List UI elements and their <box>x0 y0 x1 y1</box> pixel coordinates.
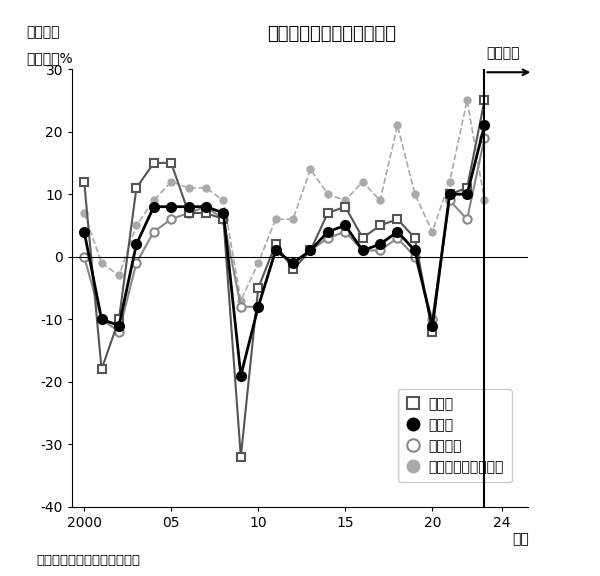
Text: ［図表］: ［図表］ <box>26 25 60 39</box>
Text: 【計画】: 【計画】 <box>486 46 520 60</box>
Text: 設備投資増減率の長期推移: 設備投資増減率の長期推移 <box>268 25 397 43</box>
Legend: 製造業, 全産業, 非製造業, 全産業当初年度計画: 製造業, 全産業, 非製造業, 全産業当初年度計画 <box>398 389 512 483</box>
Text: 年度: 年度 <box>512 532 529 546</box>
Text: （出所）　日本政策投資銀行: （出所） 日本政策投資銀行 <box>36 554 140 567</box>
Text: 前年比、%: 前年比、% <box>26 52 73 66</box>
